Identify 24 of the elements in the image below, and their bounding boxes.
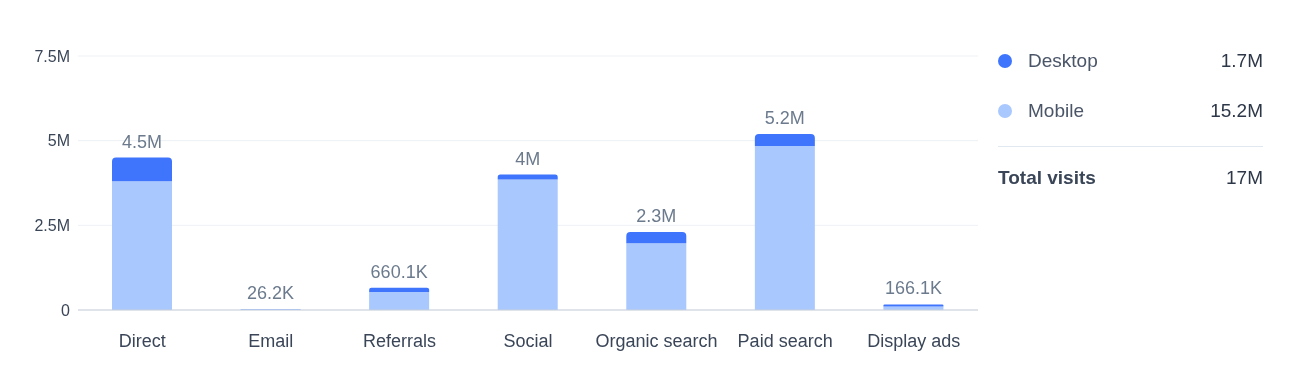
total-label: 166.1K xyxy=(884,278,942,299)
y-tick-label: 2.5M xyxy=(34,217,70,235)
total-label: 2.3M xyxy=(636,206,677,227)
x-tick-label: Referrals xyxy=(362,330,436,351)
x-tick-label: Direct xyxy=(118,330,166,351)
x-tick-label: Display ads xyxy=(867,330,961,351)
text: 15.2M xyxy=(1210,100,1263,122)
x-tick-label: Organic search xyxy=(595,330,718,351)
text: 1.7M xyxy=(1220,50,1263,72)
text: 17M xyxy=(1226,167,1263,189)
x-tick-label: Social xyxy=(503,330,553,351)
total-label: 4M xyxy=(515,148,541,169)
y-tick-label: 7.5M xyxy=(34,47,70,65)
text: Total visits xyxy=(998,167,1097,189)
x-tick-label: Email xyxy=(248,330,294,351)
total-label: 4.5M xyxy=(121,131,163,152)
x-tick-label: Paid search xyxy=(737,330,833,351)
total-label: 26.2K xyxy=(247,283,295,304)
y-tick-label: 5M xyxy=(47,132,70,150)
total-label: 5.2M xyxy=(764,107,805,128)
legend-label: Desktop xyxy=(1028,50,1099,72)
legend-label: Mobile xyxy=(1028,100,1085,122)
y-tick-label: 0 xyxy=(61,301,71,319)
total-label: 660.1K xyxy=(370,261,428,282)
